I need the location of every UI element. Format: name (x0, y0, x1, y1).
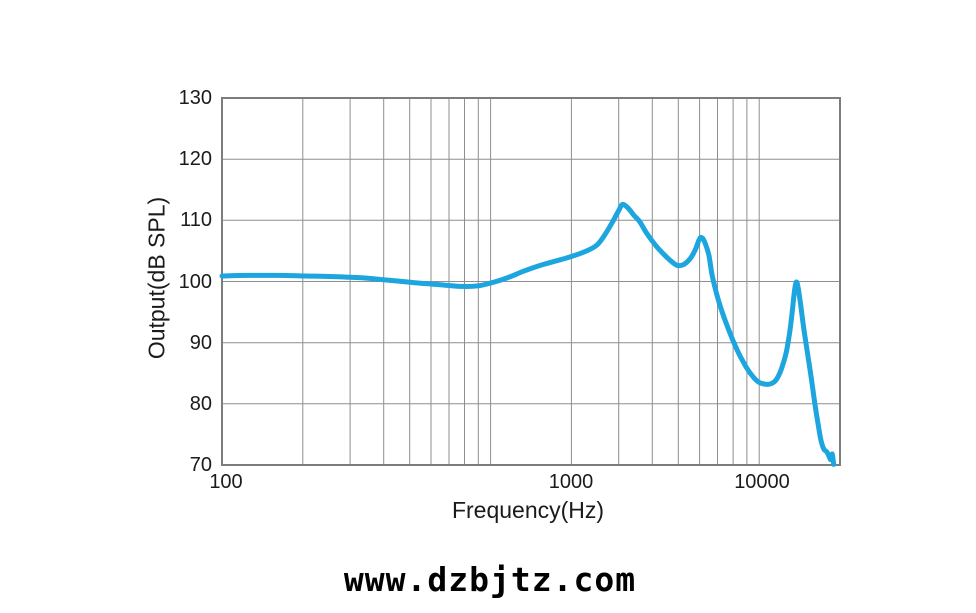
x-axis-tick-label: 1000 (548, 471, 594, 493)
x-axis-tick-label: 10000 (734, 471, 790, 493)
y-axis-tick-label: 90 (189, 332, 212, 354)
y-axis-tick-label: 110 (180, 209, 212, 231)
y-axis-tick-label: 100 (178, 271, 212, 293)
y-axis-tick-label: 80 (189, 393, 212, 415)
y-axis-tick-label: 120 (178, 148, 212, 170)
x-axis-title: Frequency(Hz) (451, 497, 605, 523)
y-axis-tick-label: 130 (178, 87, 212, 109)
y-axis-title: Output(dB SPL) (143, 196, 170, 360)
response-curve (219, 201, 837, 467)
plot-border (221, 97, 841, 466)
x-axis-tick-label: 100 (209, 471, 243, 493)
y-axis-tick-label: 70 (189, 454, 212, 476)
watermark-url-text: www.dzbjtz.com (343, 560, 637, 599)
